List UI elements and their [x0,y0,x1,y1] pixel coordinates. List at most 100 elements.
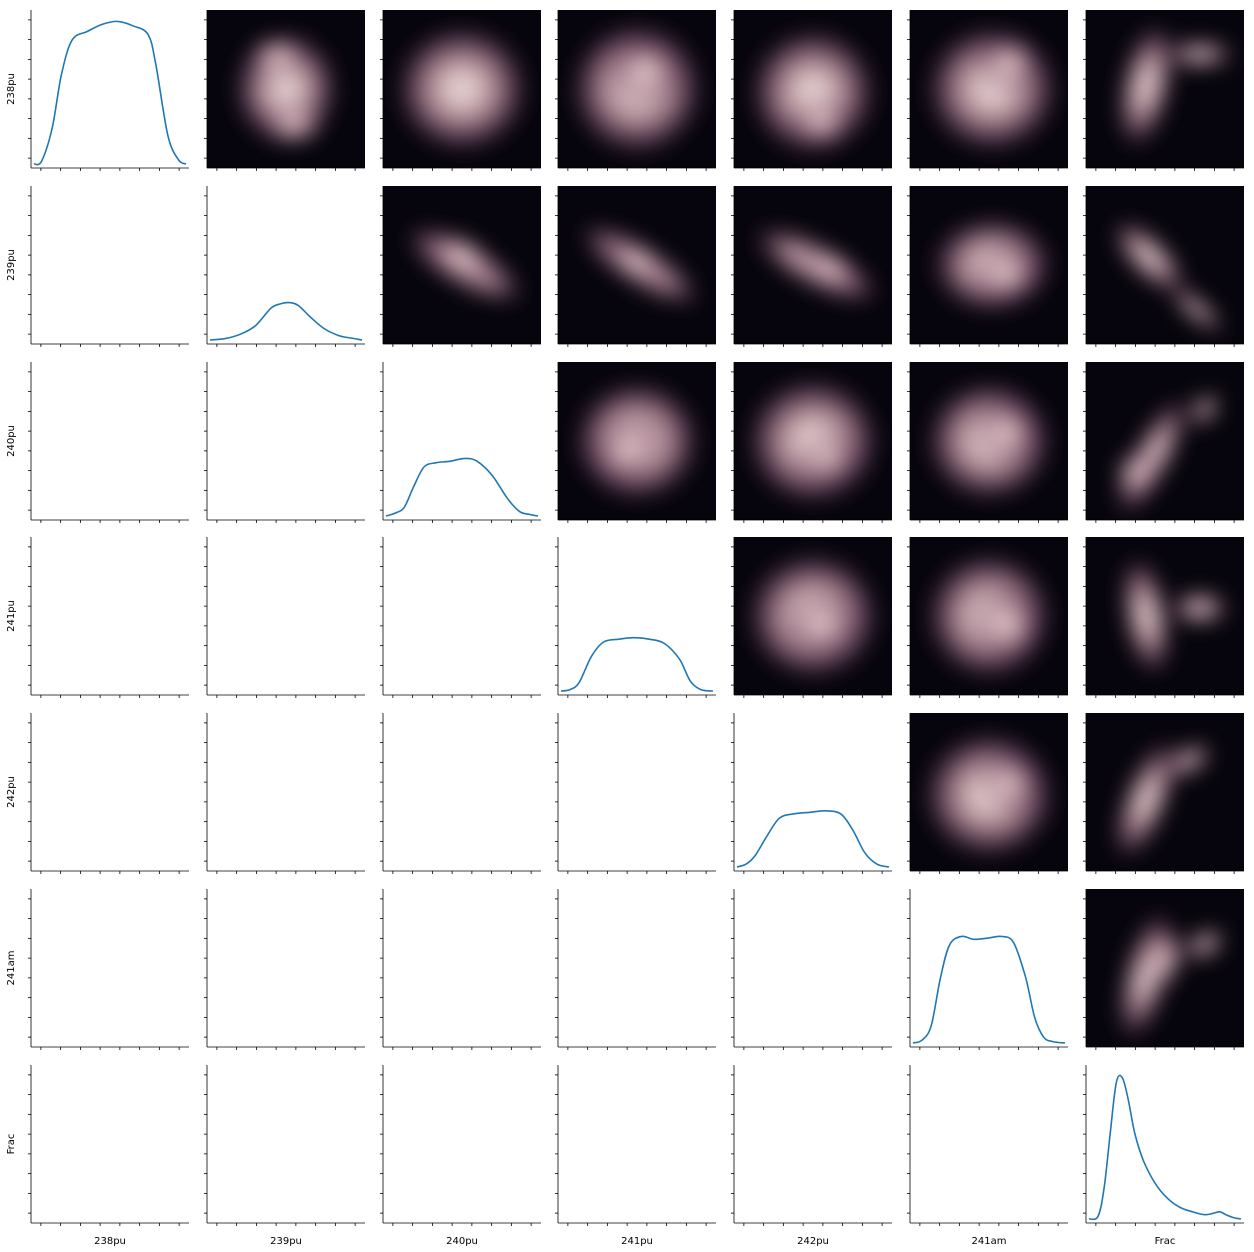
heatmap-panel-239pu-242pu [731,186,892,347]
kde-line-241pu [560,636,714,692]
diag-panel-242pu [731,713,892,874]
density-blob [1169,285,1224,333]
y-axis-label-5: 241am [6,951,17,986]
heatmap-panel-238pu-241pu [555,10,716,171]
empty-panel-241am-242pu [731,889,892,1050]
empty-panel-Frac-239pu [204,1065,365,1226]
density-blob [1113,221,1186,294]
empty-panel-241am-240pu [380,889,541,1050]
density-blob [976,249,1034,297]
empty-panel-242pu-241pu [555,713,716,874]
density-blob [795,98,847,143]
density-blob [1165,41,1235,67]
density-blob [800,434,851,479]
y-axis-label-3: 241pu [6,600,17,632]
diag-panel-240pu [380,362,541,523]
empty-panel-241pu-239pu [204,537,365,698]
kde-line-239pu [209,301,363,341]
x-axis-label-4: 242pu [797,1236,829,1247]
heatmap-panel-238pu-240pu [380,10,541,171]
empty-panel-239pu-238pu [28,186,189,347]
density-blob [1116,448,1158,497]
x-axis-label-1: 239pu [270,1236,302,1247]
empty-panel-241am-239pu [204,889,365,1050]
density-blob [614,43,676,103]
y-axis-label-2: 240pu [6,425,17,457]
density-blob [598,420,660,477]
kde-line-238pu [33,20,187,166]
density-blob [395,25,529,153]
heatmap-panel-242pu-241am [907,713,1068,874]
heatmap-panel-240pu-242pu [731,362,892,523]
empty-panel-Frac-242pu [731,1065,892,1226]
heatmap-panel-239pu-240pu [380,186,541,347]
density-blob [925,25,1059,153]
diag-panel-241am [907,889,1068,1050]
heatmap-panel-239pu-241am [907,186,1068,347]
density-blob [1147,929,1183,991]
density-blob [982,758,1034,810]
density-blob [789,598,853,650]
heatmap-panel-239pu-Frac [1083,186,1244,347]
empty-panel-240pu-239pu [204,362,365,523]
density-blob [976,407,1034,459]
density-blob [1121,556,1171,676]
empty-panel-Frac-241pu [555,1065,716,1226]
empty-panel-241am-238pu [28,889,189,1050]
heatmap-panel-238pu-242pu [731,10,892,171]
kde-line-Frac [1088,1074,1242,1221]
empty-panel-Frac-240pu [380,1065,541,1226]
heatmap-panel-240pu-241pu [555,362,716,523]
density-blob [1189,393,1220,426]
density-blob [249,38,307,77]
heatmap-panel-241pu-241am [907,537,1068,698]
heatmap-panel-240pu-241am [907,362,1068,523]
diag-panel-238pu [28,10,189,171]
heatmap-panel-241pu-Frac [1083,537,1244,698]
empty-panel-241am-241pu [555,889,716,1050]
density-blob [981,39,1035,92]
heatmap-panel-238pu-Frac [1083,10,1244,171]
density-blob [1184,928,1225,960]
empty-panel-240pu-238pu [28,362,189,523]
empty-panel-242pu-239pu [204,713,365,874]
y-axis-label-1: 239pu [6,249,17,281]
density-blob [1114,740,1178,860]
y-axis-label-0: 238pu [6,73,17,105]
empty-panel-Frac-241am [907,1065,1068,1226]
x-axis-label-0: 238pu [94,1236,126,1247]
density-blob [608,240,666,284]
diag-panel-Frac [1083,1065,1244,1226]
heatmap-panel-240pu-Frac [1083,362,1244,523]
kde-line-241am [912,935,1066,1044]
empty-panel-242pu-240pu [380,713,541,874]
kde-line-240pu [385,457,539,517]
heatmap-panel-241pu-242pu [731,537,892,698]
y-axis-label-6: Frac [6,1134,17,1155]
x-axis-label-3: 241pu [621,1236,653,1247]
heatmap-panel-238pu-239pu [204,10,365,171]
density-blob [430,233,494,282]
heatmap-panel-238pu-241am [907,10,1068,171]
density-blob [799,247,858,289]
heatmap-panel-242pu-Frac [1083,713,1244,874]
x-axis-label-2: 240pu [446,1236,478,1247]
empty-panel-241pu-238pu [28,537,189,698]
diag-panel-241pu [555,537,716,698]
heatmap-panel-239pu-241pu [555,186,716,347]
density-blob [1171,592,1229,624]
empty-panel-242pu-238pu [28,713,189,874]
density-blob [1118,23,1175,148]
diag-panel-239pu [204,186,365,347]
heatmap-panel-241am-Frac [1083,889,1244,1050]
y-axis-label-4: 242pu [6,776,17,808]
empty-panel-241pu-240pu [380,537,541,698]
density-blob [975,593,1035,655]
density-blob [1165,743,1212,778]
x-axis-label-5: 241am [972,1236,1007,1247]
kde-line-242pu [736,809,890,868]
density-blob [265,104,323,143]
empty-panel-Frac-238pu [28,1065,189,1226]
x-axis-label-6: Frac [1155,1236,1176,1247]
